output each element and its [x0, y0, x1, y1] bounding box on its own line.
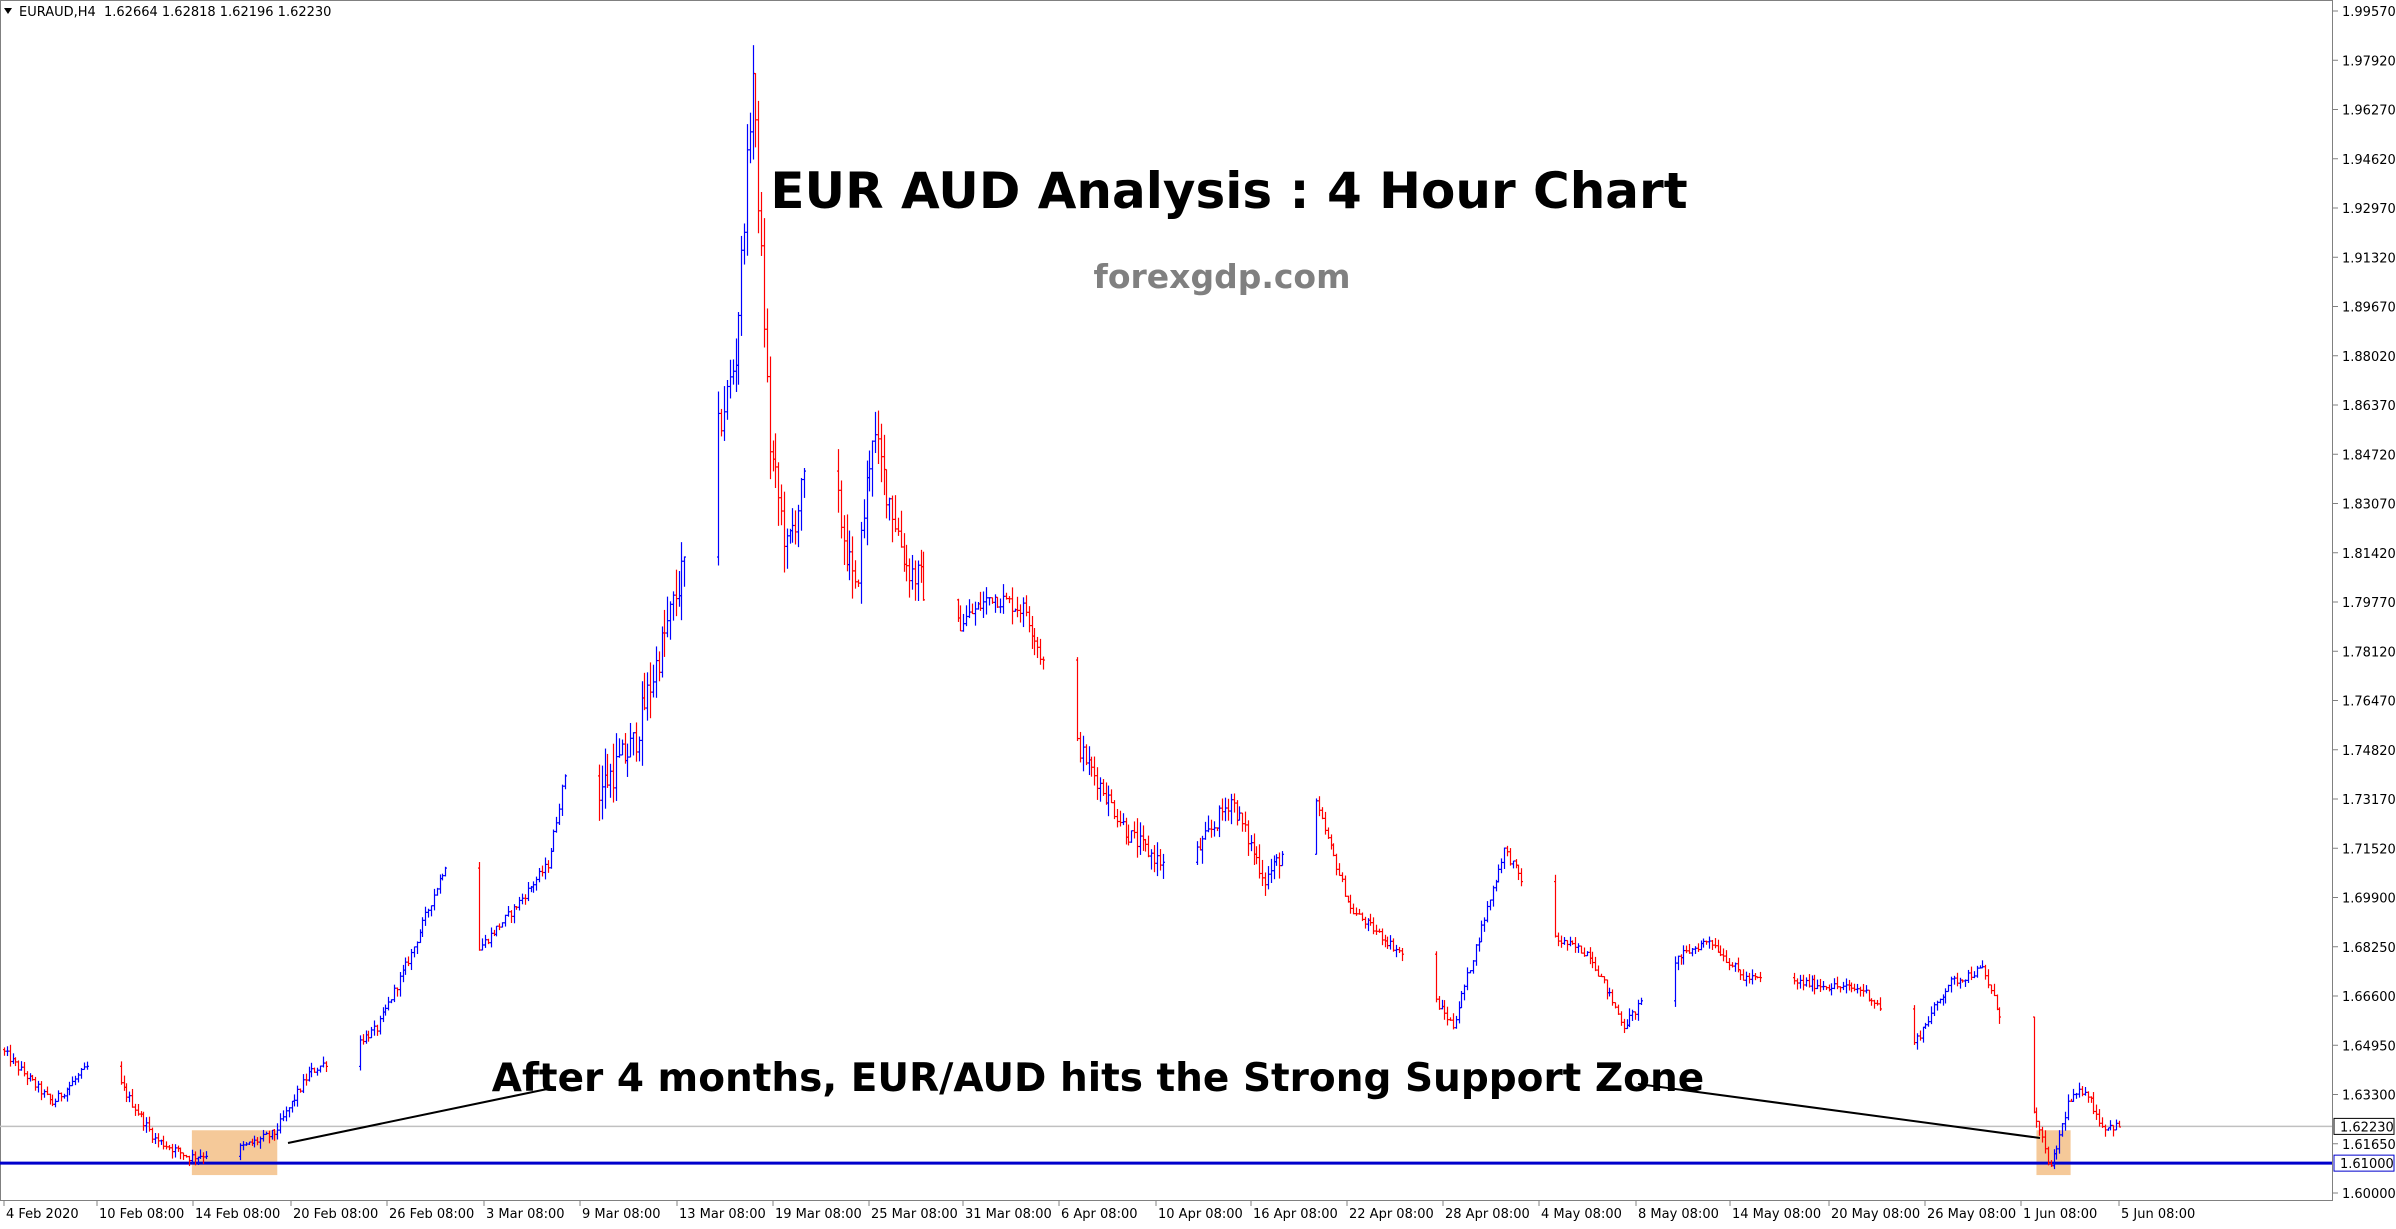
x-tick-label: 4 May 08:00	[1541, 1207, 1622, 1222]
y-tick-label: 1.66600	[2342, 990, 2396, 1005]
x-tick-label: 4 Feb 2020	[6, 1207, 79, 1222]
x-tick-label: 20 May 08:00	[1831, 1207, 1920, 1222]
y-tick-label: 1.94620	[2342, 153, 2396, 168]
y-tick-label: 1.71520	[2342, 842, 2396, 857]
x-tick-label: 31 Mar 08:00	[965, 1207, 1052, 1222]
x-tick-label: 19 Mar 08:00	[775, 1207, 862, 1222]
y-tick-label: 1.61650	[2342, 1138, 2396, 1153]
y-tick-label: 1.84720	[2342, 448, 2396, 463]
support-price-tag: 1.61000	[2333, 1154, 2395, 1172]
x-tick-label: 8 May 08:00	[1638, 1207, 1719, 1222]
y-tick-label: 1.73170	[2342, 793, 2396, 808]
current-price-tag-box	[2333, 1117, 2395, 1135]
annotation-text: After 4 months, EUR/AUD hits the Strong …	[492, 1056, 1704, 1101]
y-tick-label: 1.83070	[2342, 498, 2396, 513]
y-tick-label: 1.91320	[2342, 251, 2396, 266]
support-zone-box	[2036, 1130, 2071, 1176]
x-tick-label: 28 Apr 08:00	[1445, 1207, 1530, 1222]
x-tick-label: 6 Apr 08:00	[1061, 1207, 1138, 1222]
y-tick-label: 1.63300	[2342, 1089, 2396, 1104]
x-tick-label: 26 May 08:00	[1927, 1207, 2016, 1222]
y-tick-label: 1.64950	[2342, 1039, 2396, 1054]
annotation-connector-right	[1637, 1083, 2041, 1139]
y-tick-label: 1.69900	[2342, 892, 2396, 907]
y-tick-label: 1.81420	[2342, 547, 2396, 562]
chart-title: EUR AUD Analysis : 4 Hour Chart	[770, 162, 1687, 220]
support-price-tag-label: 1.61000	[2340, 1157, 2394, 1172]
current-price-tag-label: 1.62230	[2340, 1120, 2394, 1135]
support-zone-box	[191, 1130, 278, 1176]
x-tick-label: 9 Mar 08:00	[582, 1207, 661, 1222]
x-tick-label: 1 Jun 08:00	[2023, 1207, 2097, 1222]
header-dropdown-icon[interactable]	[4, 8, 12, 14]
x-tick-label: 13 Mar 08:00	[679, 1207, 766, 1222]
support-price-tag-box	[2333, 1154, 2395, 1172]
y-tick-label: 1.96270	[2342, 104, 2396, 119]
y-tick-label: 1.60000	[2342, 1187, 2396, 1202]
x-tick-label: 22 Apr 08:00	[1349, 1207, 1434, 1222]
y-tick-label: 1.97920	[2342, 54, 2396, 69]
x-tick-label: 14 Feb 08:00	[195, 1207, 280, 1222]
y-tick-label: 1.89670	[2342, 301, 2396, 316]
y-axis: 1.99570 1.97920 1.96270 1.94620 1.92970 1.913…	[2332, 5, 2396, 1202]
y-tick-label: 1.92970	[2342, 202, 2396, 217]
y-tick-label: 1.68250	[2342, 941, 2396, 956]
x-tick-label: 20 Feb 08:00	[293, 1207, 378, 1222]
x-tick-label: 5 Jun 08:00	[2121, 1207, 2195, 1222]
x-tick-label: 3 Mar 08:00	[486, 1207, 565, 1222]
x-tick-label: 14 May 08:00	[1732, 1207, 1821, 1222]
x-tick-label: 16 Apr 08:00	[1253, 1207, 1338, 1222]
y-tick-label: 1.99570	[2342, 5, 2396, 20]
candles-group	[3, 45, 2121, 1170]
y-tick-label: 1.78120	[2342, 645, 2396, 660]
y-tick-label: 1.88020	[2342, 350, 2396, 365]
y-tick-label: 1.79770	[2342, 596, 2396, 611]
header-ohlc: 1.62664 1.62818 1.62196 1.62230	[104, 5, 331, 20]
watermark: forexgdp.com	[1094, 257, 1351, 296]
y-tick-label: 1.86370	[2342, 399, 2396, 414]
y-tick-label: 1.76470	[2342, 695, 2396, 710]
x-axis: 4 Feb 2020 10 Feb 08:00 14 Feb 08:00 20 Feb…	[3, 1200, 2195, 1222]
annotation-connector-left	[287, 1087, 553, 1144]
header-symbol: EURAUD,H4	[19, 5, 96, 20]
x-tick-label: 10 Apr 08:00	[1158, 1207, 1243, 1222]
y-tick-label: 1.74820	[2342, 744, 2396, 759]
x-tick-label: 26 Feb 08:00	[389, 1207, 474, 1222]
x-tick-label: 10 Feb 08:00	[99, 1207, 184, 1222]
current-price-tag: 1.62230	[2333, 1117, 2395, 1135]
x-tick-label: 25 Mar 08:00	[871, 1207, 958, 1222]
